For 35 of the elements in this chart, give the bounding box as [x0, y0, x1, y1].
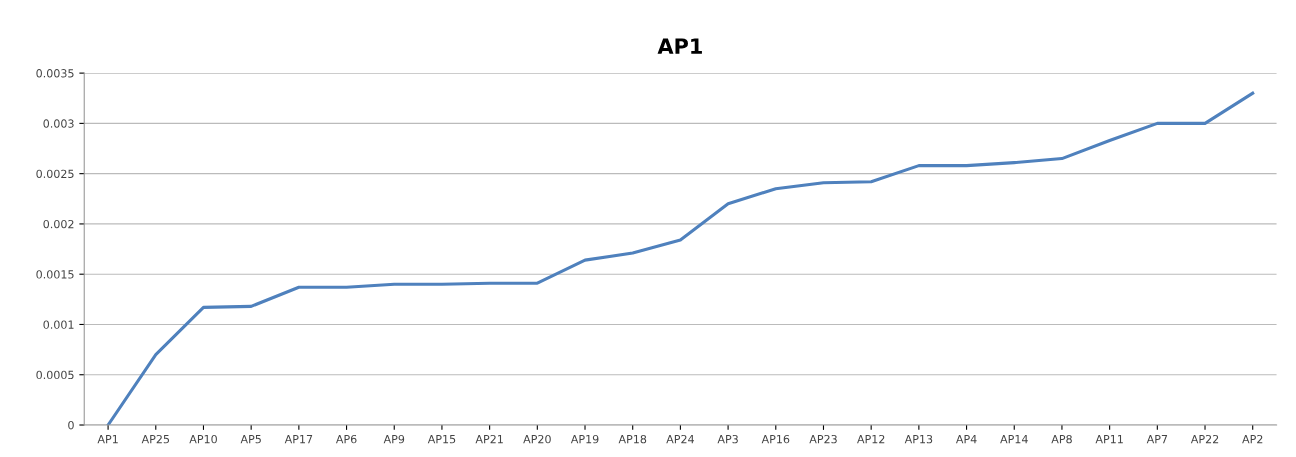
y-tick-label: 0.002 — [43, 219, 74, 229]
x-tick-label: AP15 — [427, 435, 456, 444]
x-tick-label: AP5 — [240, 435, 261, 444]
x-tick-label: AP23 — [809, 434, 837, 444]
y-tick-label: 0.0005 — [36, 370, 74, 380]
x-tick-label: AP18 — [618, 434, 647, 444]
x-tick-label: AP13 — [904, 434, 933, 444]
x-tick-label: AP17 — [284, 435, 313, 444]
x-tick-label: AP10 — [189, 434, 217, 444]
x-tick-label: AP12 — [857, 434, 885, 444]
x-tick-label: AP8 — [1051, 434, 1072, 444]
x-tick-label: AP19 — [570, 434, 599, 444]
x-tick-label: AP6 — [335, 434, 357, 444]
x-tick-label: AP16 — [761, 434, 790, 444]
x-tick-label: AP7 — [1146, 435, 1168, 444]
line-series — [106, 91, 1255, 426]
x-tick-label: AP2 — [1242, 434, 1263, 444]
y-tick-label: 0.0025 — [36, 169, 74, 179]
x-tick-label: AP22 — [1190, 434, 1219, 444]
y-tick-label: 0 — [68, 420, 74, 430]
y-tick-label: 0.0015 — [36, 270, 74, 279]
chart-title: AP1 — [657, 38, 702, 54]
x-tick-label: AP11 — [1095, 435, 1123, 444]
y-tick-label: 0.003 — [43, 119, 74, 128]
x-tick-label: AP20 — [523, 434, 551, 444]
y-tick-label: 0.0035 — [36, 69, 74, 78]
x-tick-label: AP24 — [666, 434, 694, 444]
x-tick-label: AP25 — [141, 434, 170, 444]
x-tick-label: AP9 — [383, 434, 405, 444]
x-tick-label: AP1 — [97, 435, 118, 444]
x-tick-label: AP14 — [1000, 435, 1028, 444]
y-tick-label: 0.001 — [43, 320, 74, 329]
x-tick-label: AP21 — [475, 434, 503, 444]
x-tick-label: AP4 — [955, 435, 977, 444]
x-tick-label: AP3 — [717, 434, 738, 444]
